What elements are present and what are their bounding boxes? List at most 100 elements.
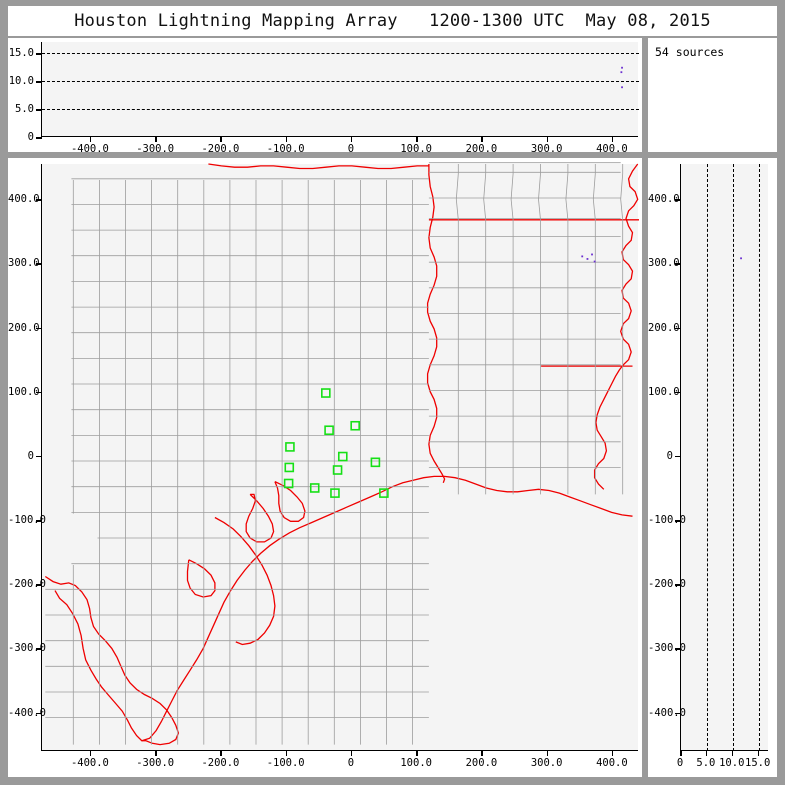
x-axis-tick-label: 300.0 <box>530 143 563 155</box>
plan-view-map-plot-area[interactable] <box>41 162 639 751</box>
texas-louisiana-border <box>426 164 446 484</box>
y-axis-tick-label: 10.0 <box>8 75 34 88</box>
y-tick-mark <box>36 584 42 586</box>
lma-station-marker[interactable] <box>284 462 295 473</box>
lma-station-marker[interactable] <box>379 488 389 498</box>
county-boundary <box>483 164 487 495</box>
x-axis-tick-label: 0 <box>347 757 355 769</box>
y-tick-mark <box>36 648 42 650</box>
y-tick-mark <box>36 137 42 139</box>
x-tick-mark <box>546 751 549 756</box>
lma-station-marker[interactable] <box>285 442 295 452</box>
y-axis-tick-label: -200.0 <box>8 578 46 591</box>
galveston-bay-coast <box>274 481 306 522</box>
gridline-vertical <box>732 164 734 751</box>
x-tick-mark <box>285 751 288 756</box>
county-boundary <box>538 164 541 495</box>
x-axis-tick-label: 100.0 <box>400 143 432 155</box>
x-axis-tick-label: 5.0 <box>696 757 716 769</box>
plan-view-map-panel: -400.0 -300.0 -200.0 -100.0 0 100.0 200.0 300.0… <box>8 158 642 777</box>
lightning-source-point <box>591 253 593 256</box>
x-axis-tick-label: 300.0 <box>530 757 563 769</box>
altitude-east-west-sources <box>620 66 623 89</box>
x-tick-mark <box>481 137 483 142</box>
y-axis-tick-label: 0 <box>27 449 34 462</box>
x-tick-mark <box>416 137 418 142</box>
y-axis-tick-label: 300.0 <box>648 257 680 270</box>
y-tick-mark <box>36 391 42 394</box>
y-tick-mark <box>36 520 42 522</box>
lma-station-marker[interactable] <box>321 388 331 398</box>
lma-station-marker[interactable] <box>330 488 340 498</box>
lma-station-marker[interactable] <box>350 420 360 431</box>
lma-station-marker[interactable] <box>309 483 320 493</box>
lightning-source-point <box>620 71 623 74</box>
title-bar: Houston Lightning Mapping Array 1200-130… <box>8 6 777 36</box>
x-tick-mark <box>350 751 353 756</box>
x-axis-tick-label: 10.0 <box>719 757 745 769</box>
x-tick-mark <box>220 137 222 142</box>
y-axis-tick-label: 0 <box>27 131 34 143</box>
x-axis-tick-label: 400.0 <box>596 143 628 155</box>
x-axis-tick-label: -100.0 <box>266 143 305 155</box>
y-axis-tick-label: -200.0 <box>648 578 686 591</box>
x-axis-tick-label: 400.0 <box>596 757 628 769</box>
y-tick-mark <box>36 712 42 714</box>
gridline-horizontal <box>42 53 639 55</box>
x-axis-tick-label: -300.0 <box>136 143 175 155</box>
map-geography <box>44 162 639 746</box>
x-tick-mark <box>611 751 614 756</box>
y-tick-mark <box>675 199 681 201</box>
x-axis-tick-label: 0 <box>676 757 684 769</box>
y-tick-mark <box>36 455 42 458</box>
y-tick-mark <box>675 455 681 458</box>
lma-station-marker[interactable] <box>283 478 294 489</box>
x-axis-tick-label: -200.0 <box>201 757 240 769</box>
gridline-vertical <box>758 164 760 751</box>
gridline-horizontal <box>42 109 639 111</box>
lightning-source-point <box>593 260 596 263</box>
x-axis-tick-label: -400.0 <box>70 757 109 769</box>
lightning-source-point <box>621 86 623 89</box>
source-count-panel: 54 sources <box>648 38 777 152</box>
x-tick-mark <box>705 751 708 756</box>
x-axis-tick-label: 100.0 <box>400 757 432 769</box>
x-axis-tick-label: 0 <box>347 143 355 155</box>
x-tick-mark <box>350 137 353 142</box>
y-tick-mark <box>675 648 681 650</box>
y-axis-tick-label: 100.0 <box>8 385 40 398</box>
lma-station-marker[interactable] <box>337 451 348 462</box>
lma-station-marker[interactable] <box>370 457 381 468</box>
y-axis-tick-label: -300.0 <box>648 642 686 655</box>
matagorda-bay <box>245 493 275 543</box>
altitude-east-west-panel: -400.0 -300.0 -200.0 -100.0 0 100.0 200.0 300.0… <box>8 38 642 155</box>
page-title: Houston Lightning Mapping Array 1200-130… <box>74 11 711 31</box>
y-axis-tick-label: 5.0 <box>15 103 34 116</box>
x-tick-mark <box>285 137 288 142</box>
altitude-east-west-plot-area <box>41 42 639 137</box>
altitude-north-south-panel: 0 5.0 10.0 15.0 -400.0 -300.0 -200.0 -100.0 0 100… <box>648 158 777 777</box>
lma-station-marker[interactable] <box>324 425 334 436</box>
y-tick-mark <box>675 712 681 714</box>
x-tick-mark <box>89 751 92 756</box>
x-axis-tick-label: -400.0 <box>70 143 109 155</box>
y-axis-tick-label: -100.0 <box>8 514 46 527</box>
y-axis-tick-label: -300.0 <box>8 642 46 655</box>
rio-grande-border <box>44 575 180 746</box>
county-boundary <box>620 164 624 495</box>
y-axis-tick-label: 200.0 <box>8 321 40 334</box>
county-boundary <box>510 164 514 495</box>
x-tick-mark <box>481 751 483 756</box>
county-boundary <box>565 164 569 495</box>
barrier-island-padre <box>214 516 276 646</box>
gulf-coastline <box>54 475 633 742</box>
y-axis-tick-label: 200.0 <box>648 321 680 334</box>
y-tick-mark <box>36 327 42 330</box>
lma-station-marker[interactable] <box>332 465 343 475</box>
y-tick-mark <box>675 327 681 330</box>
source-count-label: 54 sources <box>655 45 725 59</box>
x-tick-mark <box>546 137 549 142</box>
y-tick-mark <box>675 263 681 265</box>
y-axis-tick-label: -400.0 <box>8 706 46 719</box>
